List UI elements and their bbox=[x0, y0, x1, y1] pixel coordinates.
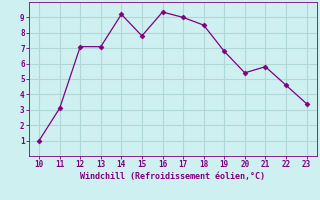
X-axis label: Windchill (Refroidissement éolien,°C): Windchill (Refroidissement éolien,°C) bbox=[80, 172, 265, 181]
